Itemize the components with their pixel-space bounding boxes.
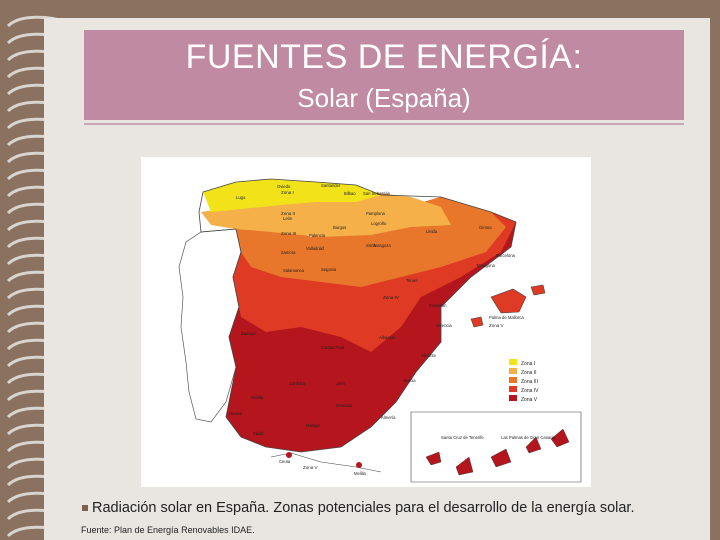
legend-label-zona-i: Zona I [521,361,535,367]
legend-swatch-zona-ii [509,368,517,374]
africa-coast [270,452,382,473]
map-zone-label: Zona II [281,211,295,216]
map-zone-label: Zona V [303,465,318,470]
city-label: Zamora [281,250,296,255]
title-divider [84,123,684,125]
city-label: Zaragoza [373,243,391,248]
city-label: Castellón [429,303,447,308]
spain-outline [198,178,517,453]
city-label: Palma de Mallorca [489,315,524,320]
city-label: Valencia [436,323,452,328]
city-label: Bilbao [344,191,356,196]
city-label: Lugo [236,195,246,200]
source-note: Fuente: Plan de Energía Renovables IDAE. [81,525,255,535]
city-label: Almería [381,415,396,420]
legend-swatch-zona-iv [509,386,517,392]
city-label: Alicante [421,353,437,358]
city-label: Badajoz [241,331,256,336]
ceuta-marker [286,452,292,458]
city-label: Sevilla [251,395,264,400]
legend-label-zona-v: Zona V [521,397,538,403]
city-label: Lleida [426,229,438,234]
balearic-islands [470,284,546,328]
map-zone-label: Zona IV [383,295,399,300]
slide-subtitle: Solar (España) [297,83,471,113]
solar-radiation-map: Zona I Zona II Zona III Zona IV Zona V Z… [141,157,591,487]
map-zone-label: Zona III [281,231,296,236]
city-label: Girona [479,225,492,230]
legend-swatch-zona-i [509,359,517,365]
city-label: Málaga [306,423,320,428]
legend-label-zona-ii: Zona II [521,370,537,376]
city-label: San Sebastián [363,191,391,196]
slide-title: FUENTES DE ENERGÍA: [185,38,583,76]
zone-ii-region [201,192,451,237]
canary-islands [425,428,570,476]
city-label: Segovia [321,267,337,272]
city-label: Santander [321,183,341,188]
city-label: Córdoba [289,381,306,386]
city-label: Murcia [403,378,416,383]
legend-swatch-zona-iii [509,377,517,383]
zone-i-region [203,179,381,212]
city-label: Santa Cruz de Tenerife [441,435,484,440]
city-label: Las Palmas de Gran Canaria [501,435,556,440]
title-banner: FUENTES DE ENERGÍA: Solar (España) [84,30,684,120]
city-label: Oviedo [277,184,291,189]
city-label: Palencia [309,233,326,238]
canary-inset-frame [410,411,582,483]
map-caption: Radiación solar en España. Zonas potenci… [92,500,635,516]
map-zone-label: Zona I [281,190,294,195]
city-label: Logroño [371,221,387,226]
legend-label-zona-iii: Zona III [521,379,538,385]
city-label: Albacete [379,335,396,340]
city-label: Burgos [333,225,346,230]
legend-swatch-zona-v [509,395,517,401]
city-label: Pamplona [366,211,386,216]
city-label: Ceuta [279,459,291,464]
city-label: Tarragona [476,263,496,268]
map-legend: Zona I Zona II Zona III Zona IV Zona V [509,359,539,403]
city-label: Huelva [229,411,243,416]
caption-bullet [82,505,88,511]
map-zone-label: Zona V [489,323,504,328]
city-label: Jaén [336,381,346,386]
city-label: Soria [366,243,376,248]
city-label: Salamanca [283,268,305,273]
city-label: Granada [336,403,353,408]
city-label: León [283,216,293,221]
spain-map-svg: Zona I Zona II Zona III Zona IV Zona V Z… [178,178,582,483]
city-label: Melilla [354,471,367,476]
city-label: Ciudad Real [321,345,344,350]
city-label: Teruel [406,278,417,283]
city-label: Cádiz [253,431,264,436]
city-label: Valladolid [306,246,325,251]
legend-label-zona-iv: Zona IV [521,388,539,394]
city-label: Barcelona [496,253,516,258]
melilla-marker [356,462,362,468]
